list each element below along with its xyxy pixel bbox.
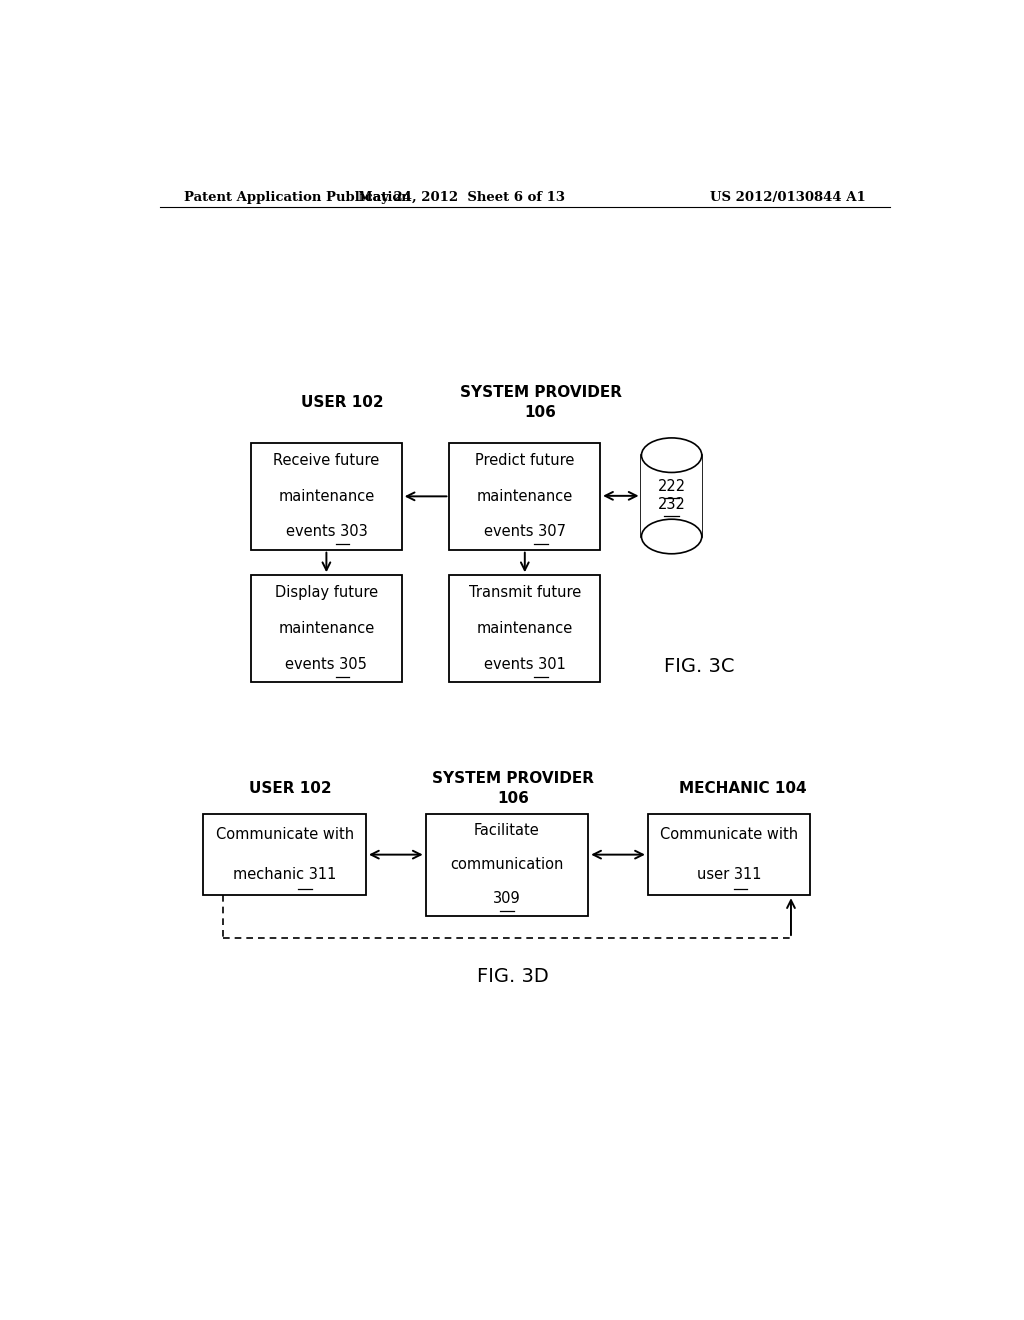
Text: Patent Application Publication: Patent Application Publication: [183, 190, 411, 203]
Text: FIG. 3D: FIG. 3D: [477, 968, 549, 986]
Text: FIG. 3C: FIG. 3C: [665, 657, 734, 676]
Text: MECHANIC 104: MECHANIC 104: [679, 781, 807, 796]
Text: mechanic 311: mechanic 311: [233, 867, 337, 883]
Text: Facilitate: Facilitate: [474, 824, 540, 838]
Bar: [641, 455, 701, 536]
Text: Communicate with: Communicate with: [660, 826, 799, 842]
Text: events 305: events 305: [286, 656, 368, 672]
Text: events 301: events 301: [484, 656, 565, 672]
Text: Display future: Display future: [274, 585, 378, 601]
Text: USER 102: USER 102: [301, 395, 384, 409]
Text: 106: 106: [497, 791, 528, 807]
Bar: [204, 814, 367, 895]
Text: 232: 232: [657, 498, 685, 512]
Bar: [251, 444, 401, 549]
Text: 106: 106: [524, 405, 557, 420]
Ellipse shape: [641, 438, 701, 473]
Text: SYSTEM PROVIDER: SYSTEM PROVIDER: [460, 384, 622, 400]
Text: Communicate with: Communicate with: [216, 826, 354, 842]
Text: USER 102: USER 102: [250, 781, 332, 796]
Text: 222: 222: [657, 479, 686, 494]
Bar: [251, 576, 401, 682]
Text: maintenance: maintenance: [279, 488, 375, 504]
Text: maintenance: maintenance: [477, 620, 572, 636]
Text: events 307: events 307: [483, 524, 566, 540]
Text: SYSTEM PROVIDER: SYSTEM PROVIDER: [432, 771, 594, 785]
Text: May 24, 2012  Sheet 6 of 13: May 24, 2012 Sheet 6 of 13: [357, 190, 565, 203]
Text: Predict future: Predict future: [475, 453, 574, 469]
Text: US 2012/0130844 A1: US 2012/0130844 A1: [711, 190, 866, 203]
Bar: [648, 814, 811, 895]
Text: maintenance: maintenance: [279, 620, 375, 636]
Text: Receive future: Receive future: [273, 453, 380, 469]
Bar: [426, 814, 588, 916]
Text: Transmit future: Transmit future: [469, 585, 581, 601]
Bar: [450, 444, 600, 549]
Ellipse shape: [641, 519, 701, 554]
Text: events 303: events 303: [286, 524, 368, 540]
Text: communication: communication: [451, 857, 563, 873]
Text: user 311: user 311: [697, 867, 762, 883]
Bar: [450, 576, 600, 682]
Text: maintenance: maintenance: [477, 488, 572, 504]
Text: 309: 309: [494, 891, 521, 906]
